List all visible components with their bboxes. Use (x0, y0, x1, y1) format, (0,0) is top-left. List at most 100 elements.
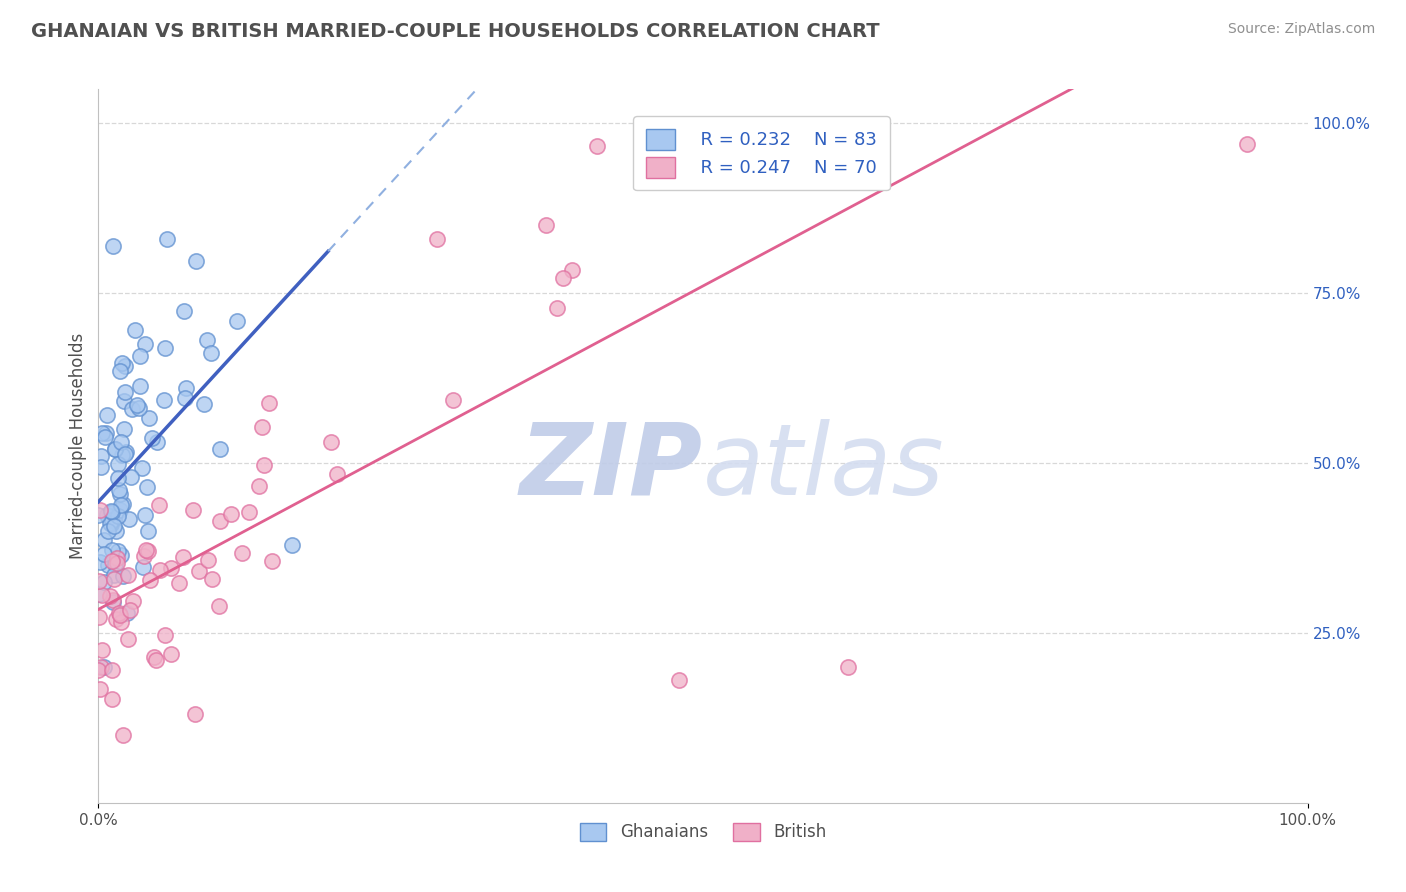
Point (187, 564, 209, 578)
Point (156, 232, 179, 246)
Point (101, 513, 124, 527)
Point (110, 498, 132, 512)
Point (837, 660, 859, 674)
Point (219, 507, 242, 521)
Point (124, 322, 146, 336)
Point (97, 524, 120, 538)
Point (756, 129, 779, 144)
Point (100, 692, 122, 706)
Point (111, 497, 134, 511)
Point (108, 608, 131, 623)
Point (127, 398, 149, 412)
Point (101, 593, 124, 607)
Point (96, 408, 118, 422)
Text: Source: ZipAtlas.com: Source: ZipAtlas.com (1227, 22, 1375, 37)
Point (159, 647, 181, 661)
Point (238, 505, 260, 519)
Point (114, 384, 136, 399)
Point (110, 356, 132, 370)
Point (250, 419, 273, 434)
Point (172, 549, 194, 564)
Point (132, 549, 155, 564)
Point (136, 480, 159, 494)
Text: GHANAIAN VS BRITISH MARRIED-COUPLE HOUSEHOLDS CORRELATION CHART: GHANAIAN VS BRITISH MARRIED-COUPLE HOUSE… (31, 22, 880, 41)
Point (195, 333, 218, 347)
Point (1236, 136, 1258, 151)
Point (184, 707, 207, 722)
Point (146, 434, 169, 449)
Point (136, 524, 159, 538)
Point (134, 336, 156, 351)
Point (120, 470, 142, 484)
Point (111, 448, 134, 462)
Point (153, 628, 176, 642)
Point (90, 449, 112, 463)
Legend: Ghanaians, British: Ghanaians, British (574, 816, 832, 848)
Point (247, 479, 270, 493)
Point (129, 379, 152, 393)
Point (103, 568, 125, 582)
Point (101, 595, 124, 609)
Text: atlas: atlas (703, 419, 945, 516)
Point (142, 650, 165, 665)
Point (89, 503, 111, 517)
Point (121, 594, 143, 608)
Point (231, 546, 253, 560)
Point (107, 509, 129, 524)
Y-axis label: Married-couple Households: Married-couple Households (69, 333, 87, 559)
Point (136, 544, 159, 558)
Point (105, 551, 128, 566)
Point (115, 444, 138, 458)
Point (98, 589, 121, 603)
Point (110, 435, 132, 450)
Point (281, 537, 304, 551)
Point (321, 435, 343, 450)
Point (117, 606, 139, 620)
Point (89, 555, 111, 569)
Point (89, 586, 111, 600)
Point (110, 548, 132, 562)
Point (107, 457, 129, 471)
Point (108, 364, 131, 378)
Point (709, 171, 731, 186)
Point (104, 557, 127, 571)
Point (174, 391, 197, 405)
Point (193, 397, 215, 411)
Point (546, 301, 568, 315)
Point (93, 547, 115, 561)
Point (101, 663, 124, 677)
Point (94, 426, 117, 441)
Point (117, 632, 139, 647)
Point (153, 393, 176, 408)
Point (103, 572, 125, 586)
Point (551, 271, 574, 285)
Point (104, 524, 127, 538)
Point (114, 359, 136, 373)
Text: ZIP: ZIP (520, 419, 703, 516)
Point (107, 483, 129, 497)
Point (93, 660, 115, 674)
Point (441, 392, 464, 407)
Point (93, 533, 115, 547)
Point (641, 129, 664, 144)
Point (139, 574, 162, 588)
Point (128, 350, 150, 364)
Point (90, 660, 112, 674)
Point (262, 554, 284, 568)
Point (87, 574, 110, 588)
Point (101, 505, 124, 519)
Point (225, 313, 247, 327)
Point (110, 486, 132, 500)
Point (645, 156, 668, 170)
Point (114, 447, 136, 461)
Point (118, 511, 141, 525)
Point (110, 615, 132, 629)
Point (111, 728, 134, 742)
Point (90, 588, 112, 602)
Point (104, 612, 127, 626)
Point (160, 561, 183, 575)
Point (131, 460, 153, 475)
Point (110, 503, 132, 517)
Point (253, 458, 276, 472)
Point (184, 253, 207, 268)
